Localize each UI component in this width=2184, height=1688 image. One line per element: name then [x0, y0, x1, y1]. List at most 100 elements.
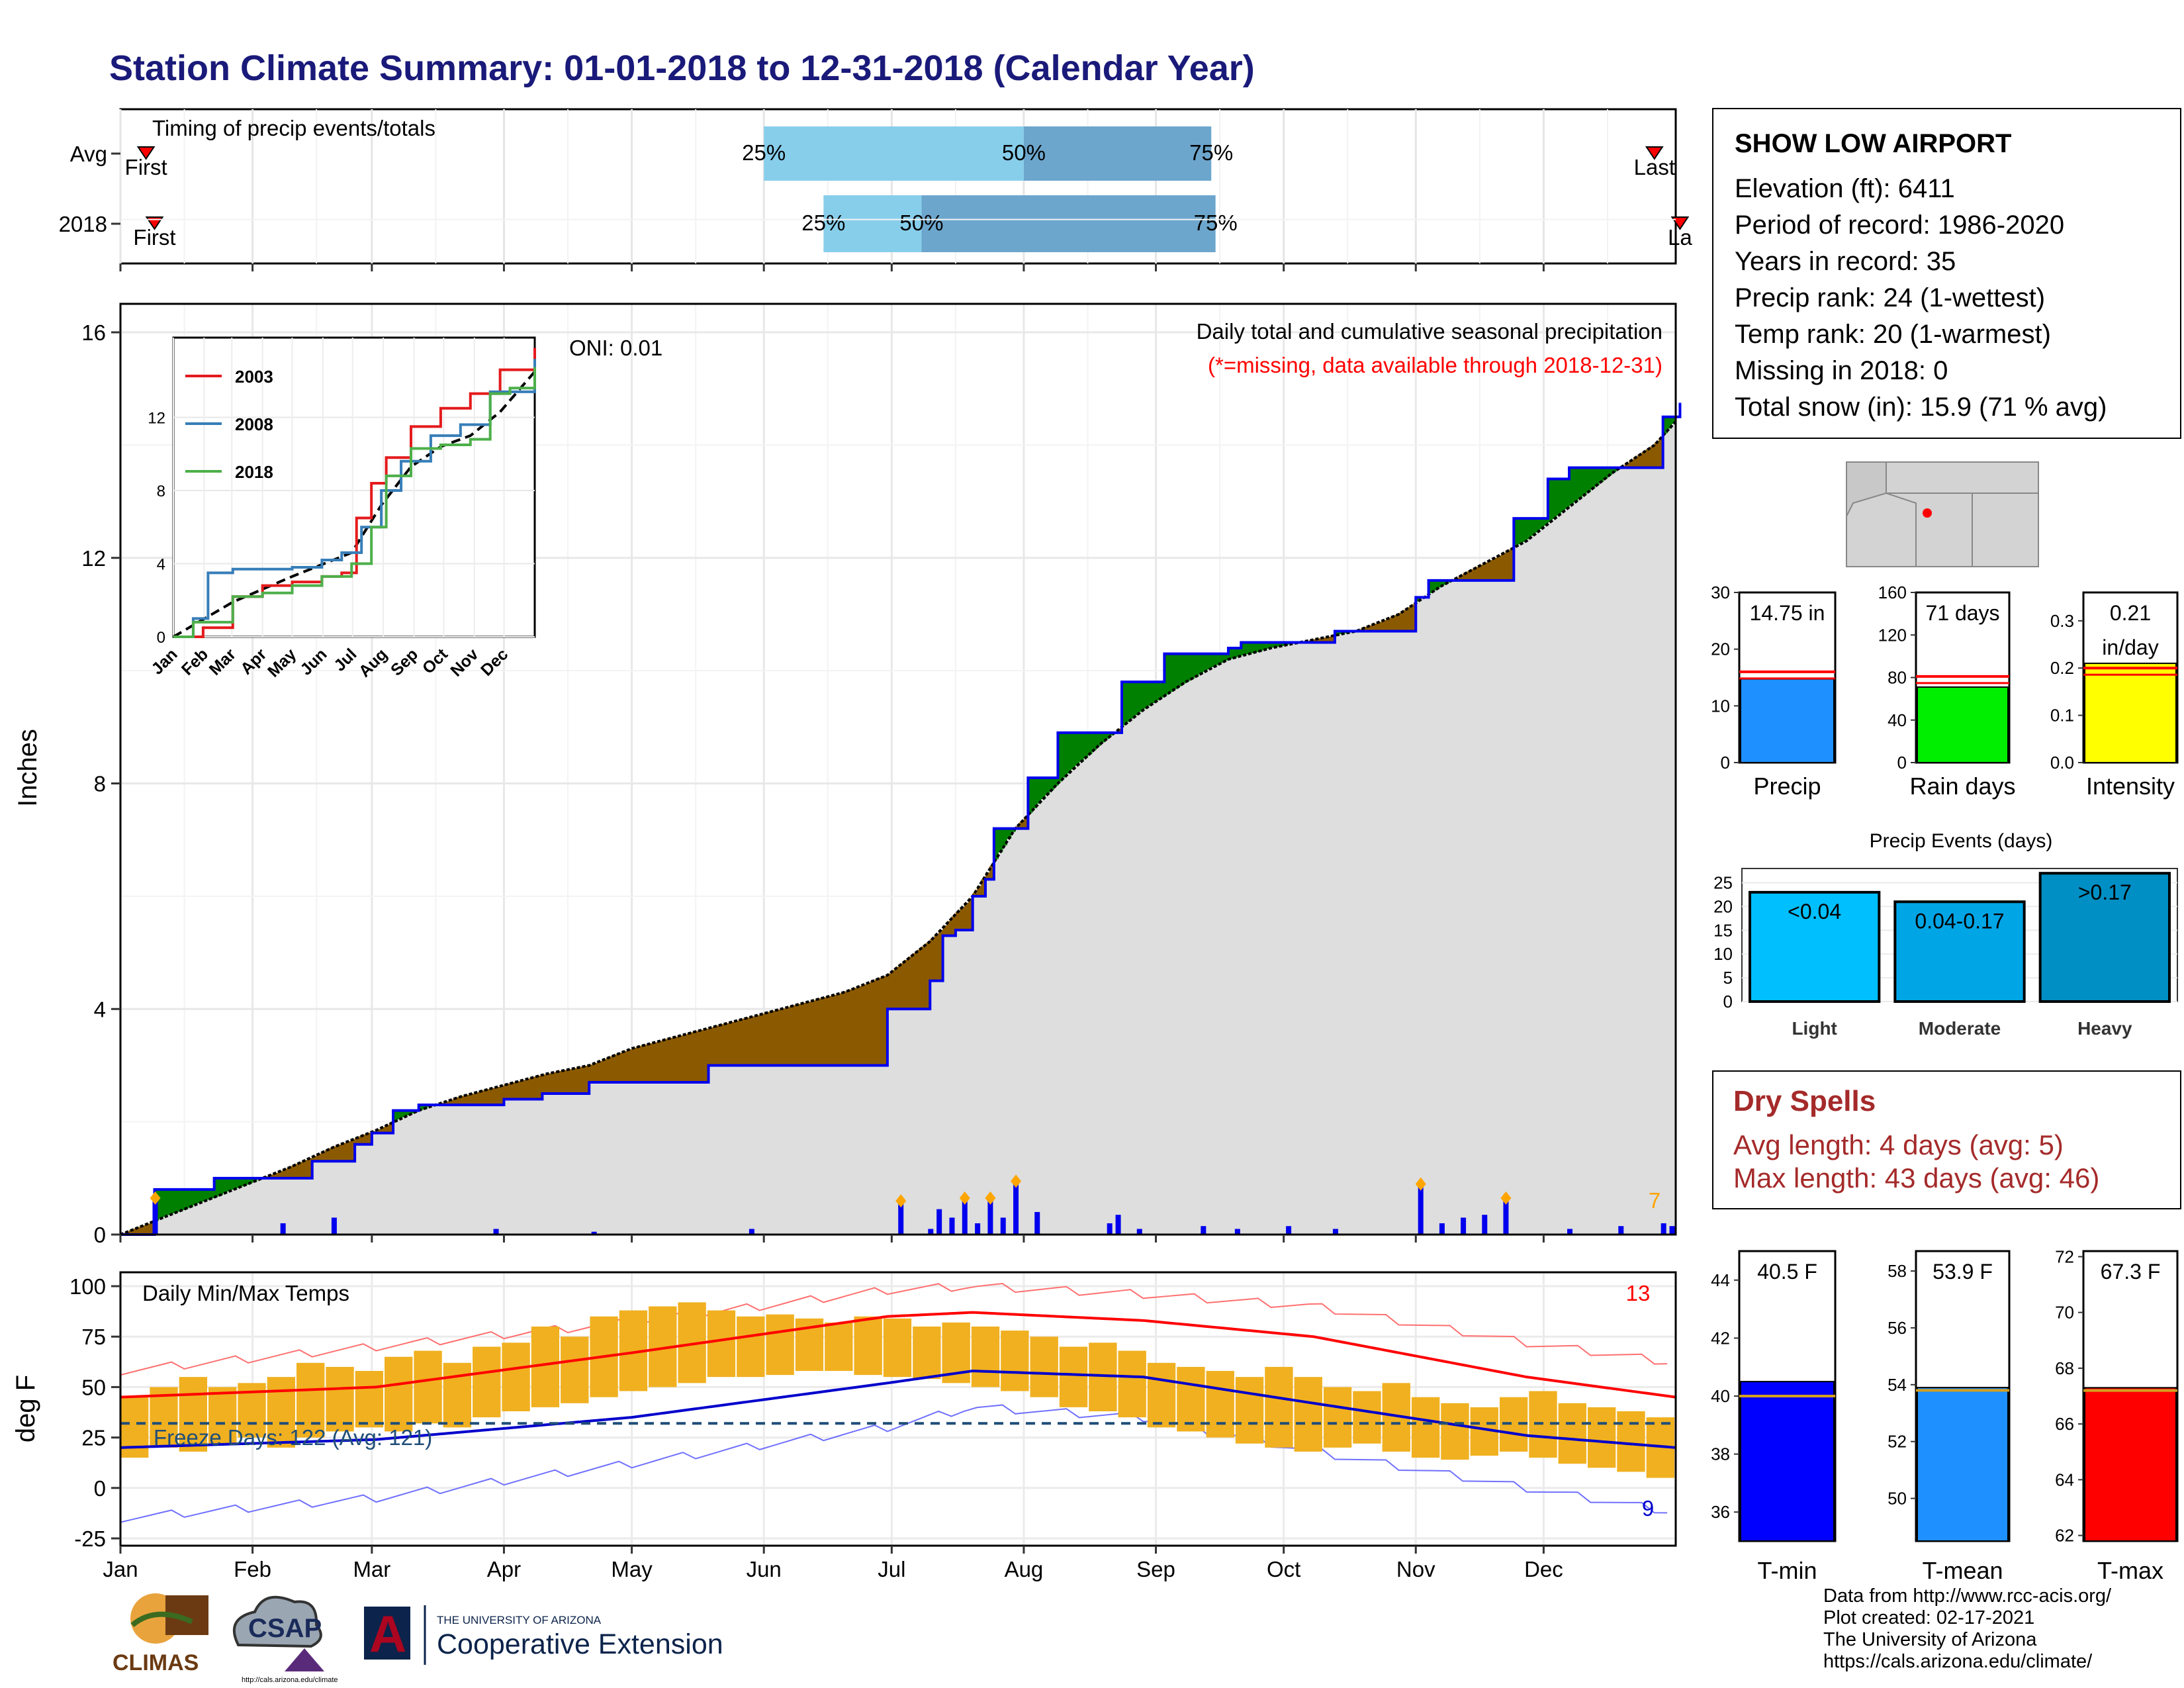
diff-below — [1318, 638, 1323, 643]
inset-legend-label: 2008 — [235, 414, 273, 434]
diff-below — [691, 1032, 696, 1082]
diff-below — [678, 1035, 684, 1082]
diff-above — [1228, 648, 1234, 659]
temp-range-bar — [1001, 1331, 1029, 1391]
daily-precip-bar — [928, 1229, 934, 1235]
chart-title: Daily total and cumulative seasonal prec… — [1197, 319, 1662, 344]
diff-above — [1066, 732, 1071, 774]
chart-subtitle: (*=missing, data available through 2018-… — [1208, 353, 1662, 377]
daily-precip-bar — [1107, 1223, 1113, 1235]
diff-above — [163, 1189, 168, 1217]
record-min-line — [120, 1404, 1668, 1523]
diff-above — [1662, 416, 1668, 434]
diff-above — [1062, 732, 1067, 778]
temp-range-bar — [1030, 1336, 1058, 1397]
temp-range-bar — [737, 1316, 765, 1378]
diff-below — [909, 957, 914, 1009]
month-label: Jan — [103, 1557, 138, 1581]
diff-above — [1236, 648, 1242, 657]
precip-tick-label: 0 — [1721, 753, 1730, 773]
diff-above — [1091, 732, 1097, 750]
station-years: Years in record: 35 — [1735, 247, 1956, 276]
diff-below — [316, 1154, 322, 1162]
diff-above — [218, 1178, 224, 1195]
diff-below — [1479, 564, 1484, 581]
daily-precip-bar — [591, 1231, 597, 1235]
events-bar-label: <0.04 — [1788, 900, 1841, 923]
rain-days-tick-label: 0 — [1897, 753, 1907, 773]
t-min-tick-label: 44 — [1711, 1270, 1730, 1290]
diff-below — [1488, 560, 1493, 581]
diff-below — [474, 1092, 479, 1105]
rain-days-value-label: 71 days — [1925, 601, 1999, 625]
diff-below — [721, 1024, 726, 1066]
diff-below — [981, 879, 986, 896]
record-max-line — [120, 1283, 1668, 1376]
diff-below — [657, 1041, 662, 1082]
inset-tick-label: 12 — [148, 410, 165, 428]
record-marker — [959, 1191, 970, 1205]
diff-below — [128, 1230, 134, 1235]
diff-above — [180, 1189, 185, 1210]
intensity-category-label: Intensity — [2086, 773, 2175, 800]
diff-below — [1326, 636, 1332, 643]
diff-above — [1245, 642, 1250, 655]
diff-above — [1428, 580, 1433, 593]
diff-below — [780, 1008, 786, 1066]
diff-below — [1313, 639, 1318, 643]
diff-below — [862, 984, 867, 1066]
rain-days-bar — [1917, 686, 2009, 764]
diff-below — [1407, 607, 1412, 632]
t-mean-category-label: T-mean — [1922, 1557, 2003, 1584]
temp-range-bar — [1206, 1371, 1234, 1438]
temp-range-bar — [1235, 1377, 1264, 1444]
t-min-tick-label: 42 — [1711, 1328, 1730, 1348]
temp-range-bar — [179, 1377, 208, 1452]
events-tick-label: 0 — [1723, 992, 1733, 1011]
diff-below — [1633, 457, 1638, 468]
diff-below — [1023, 817, 1028, 829]
logo-strip: CLIMAS CSAP http://cals.arizona.edu/clim… — [113, 1593, 723, 1684]
diff-below — [891, 970, 897, 1009]
diff-above — [158, 1189, 163, 1219]
diff-below — [751, 1016, 756, 1066]
daily-precip-bar — [1136, 1229, 1142, 1235]
last-label: La — [1668, 225, 1692, 250]
daily-precip-bar — [1234, 1229, 1240, 1235]
diff-below — [146, 1223, 151, 1235]
credit-university: The University of Arizona — [1823, 1629, 2037, 1650]
temp-range-bar — [1265, 1366, 1293, 1448]
temp-range-bar — [854, 1316, 882, 1376]
temp-range-bar — [913, 1326, 941, 1380]
oni-label: ONI: 0.01 — [569, 336, 662, 360]
daily-precip-bar — [949, 1217, 955, 1235]
t-min-tick-label: 40 — [1711, 1386, 1730, 1406]
diff-below — [457, 1097, 462, 1105]
daily-precip-bar — [493, 1229, 499, 1235]
first-label: First — [133, 225, 175, 250]
diff-below — [1629, 460, 1634, 468]
timing-pct-label: 25% — [801, 211, 845, 235]
diff-below — [636, 1047, 641, 1082]
diff-above — [1194, 653, 1199, 677]
diff-below — [853, 988, 858, 1066]
diff-below — [559, 1070, 565, 1094]
map-border — [1886, 462, 1917, 567]
timing-pct-label: 25% — [742, 140, 786, 165]
inset-tick-label: 0 — [157, 629, 165, 647]
csap-logo: CSAP http://cals.arizona.edu/climate — [232, 1595, 338, 1684]
diff-above — [197, 1189, 202, 1203]
timing-pct-label: 75% — [1194, 211, 1238, 235]
diff-below — [729, 1021, 735, 1066]
daily-precip-bar — [1115, 1215, 1121, 1235]
diff-below — [1019, 821, 1024, 829]
precip-tick-label: 30 — [1711, 583, 1730, 602]
t-mean-tick-label: 50 — [1888, 1489, 1907, 1509]
diff-above — [1054, 777, 1059, 786]
diff-above — [1518, 518, 1523, 545]
diff-below — [376, 1129, 381, 1133]
diff-below — [363, 1134, 369, 1145]
diff-above — [1185, 653, 1191, 681]
diff-above — [1241, 642, 1246, 656]
diff-below — [844, 991, 850, 1066]
